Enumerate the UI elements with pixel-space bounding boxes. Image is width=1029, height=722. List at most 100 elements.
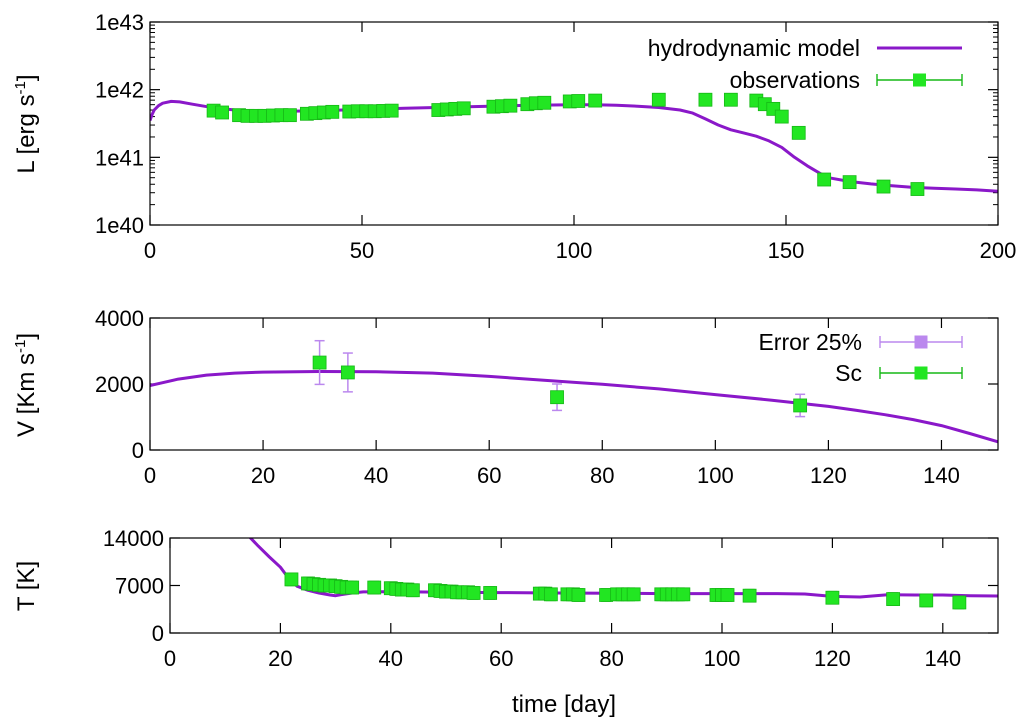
observation-point: [283, 108, 297, 123]
x-tick-label: 80: [590, 463, 614, 488]
x-tick-label: 0: [144, 463, 156, 488]
observation-point: [483, 586, 498, 600]
x-axis-label: time [day]: [512, 691, 616, 718]
legend-label: Error 25%: [758, 329, 862, 355]
observation-point: [919, 593, 934, 608]
observation-point: [626, 587, 641, 602]
plot-frame: [169, 537, 999, 634]
y-axis-label-superscript: -1: [12, 340, 29, 353]
y-axis-label: T [K]: [13, 561, 40, 611]
observation-point: [742, 588, 757, 603]
y-tick-label: 0: [152, 621, 164, 646]
observation-point: [842, 175, 857, 190]
x-tick-label: 150: [768, 238, 805, 263]
y-tick-label: 7000: [115, 574, 164, 599]
observation-point: [817, 172, 832, 187]
observation-point: [384, 103, 399, 118]
observation-point: [588, 93, 603, 108]
observation-point: [910, 182, 925, 196]
observation-point: [876, 179, 891, 194]
observation-point: [466, 586, 481, 600]
observation-point: [571, 94, 586, 108]
observation-point: [405, 583, 420, 598]
observation-point: [325, 104, 340, 119]
y-axis-label: L [erg s-1]: [12, 74, 40, 173]
x-tick-label: 100: [704, 646, 741, 671]
observation-point: [550, 390, 564, 405]
observation-point: [599, 588, 613, 602]
x-tick-label: 140: [923, 463, 960, 488]
y-tick-label: 1e42: [95, 78, 144, 103]
y-tick-label: 1e43: [95, 10, 144, 35]
x-tick-label: 20: [251, 463, 275, 488]
plot-frame: [149, 21, 999, 226]
y-tick-label: 1e40: [95, 213, 144, 238]
y-tick-label: 4000: [95, 306, 144, 331]
observation-point: [791, 125, 806, 140]
observation-point: [651, 92, 666, 107]
x-tick-label: 40: [379, 646, 403, 671]
legend-errorbar-swatch: [876, 73, 963, 87]
x-tick-label: 100: [697, 463, 734, 488]
x-tick-label: 80: [599, 646, 623, 671]
observation-point: [340, 365, 355, 380]
legend-errorbar-swatch: [879, 366, 963, 380]
y-tick-label: 0: [132, 438, 144, 463]
x-tick-label: 40: [364, 463, 388, 488]
y-axis-label-close: ]: [13, 74, 40, 81]
observation-point: [676, 587, 691, 602]
plot-frame: [149, 317, 999, 451]
legend-label: Sc: [835, 360, 862, 386]
y-tick-label: 14000: [103, 526, 164, 551]
x-tick-label: 0: [164, 646, 176, 671]
panel-1: 0 50 100 150 200 1e40 1e41 1e42 1e43 L [erg s-1] h…: [12, 10, 1016, 263]
y-axis-label: V [Km s-1]: [12, 333, 40, 437]
y-axis-label-main: V [Km s: [13, 353, 40, 437]
legend: hydrodynamic model observations: [648, 35, 963, 93]
y-axis-label-close: ]: [13, 333, 40, 340]
y-tick-label: 1e41: [95, 145, 144, 170]
legend-label: observations: [730, 67, 860, 93]
legend: Error 25% Sc: [758, 329, 963, 386]
x-tick-label: 120: [814, 646, 851, 671]
plot-area: [150, 339, 998, 444]
observation-point: [537, 95, 552, 110]
y-axis-label-main: L [erg s: [13, 94, 40, 173]
observation-point: [793, 398, 808, 413]
observation-point: [215, 105, 229, 120]
observation-point: [345, 580, 360, 595]
observation-point: [720, 588, 735, 602]
y-tick-label: 2000: [95, 372, 144, 397]
plot-area: [248, 538, 998, 610]
observation-point: [367, 580, 382, 595]
x-tick-label: 60: [477, 463, 501, 488]
observation-point: [952, 595, 967, 610]
observation-point: [723, 92, 738, 107]
observation-point: [774, 109, 789, 124]
y-axis-label-main: T [K]: [13, 561, 40, 611]
x-tick-label: 60: [489, 646, 513, 671]
observation-point: [886, 592, 901, 606]
x-tick-label: 140: [924, 646, 961, 671]
observation-point: [312, 355, 327, 370]
panel-3: 0 20 40 60 80 100 120 140 0 7000 14000 T [K] time [d…: [13, 526, 999, 718]
panel-2: 0 20 40 60 80 100 120 140 0 2000 4000 V [Km s-1] Err…: [12, 306, 999, 488]
x-tick-label: 100: [556, 238, 593, 263]
model-curve: [150, 370, 998, 444]
legend-errorbar-swatch: [879, 335, 963, 349]
observation-point: [571, 588, 586, 602]
x-tick-label: 50: [350, 238, 374, 263]
x-tick-label: 120: [810, 463, 847, 488]
plot-area: [150, 92, 998, 196]
observation-point: [698, 92, 713, 107]
x-tick-label: 200: [980, 238, 1017, 263]
observation-point: [503, 98, 518, 113]
observation-point: [284, 572, 299, 587]
observation-point: [825, 590, 840, 605]
legend-label: hydrodynamic model: [648, 35, 860, 61]
x-tick-label: 0: [144, 238, 156, 263]
y-axis-label-superscript: -1: [12, 81, 29, 94]
x-tick-label: 20: [268, 646, 292, 671]
